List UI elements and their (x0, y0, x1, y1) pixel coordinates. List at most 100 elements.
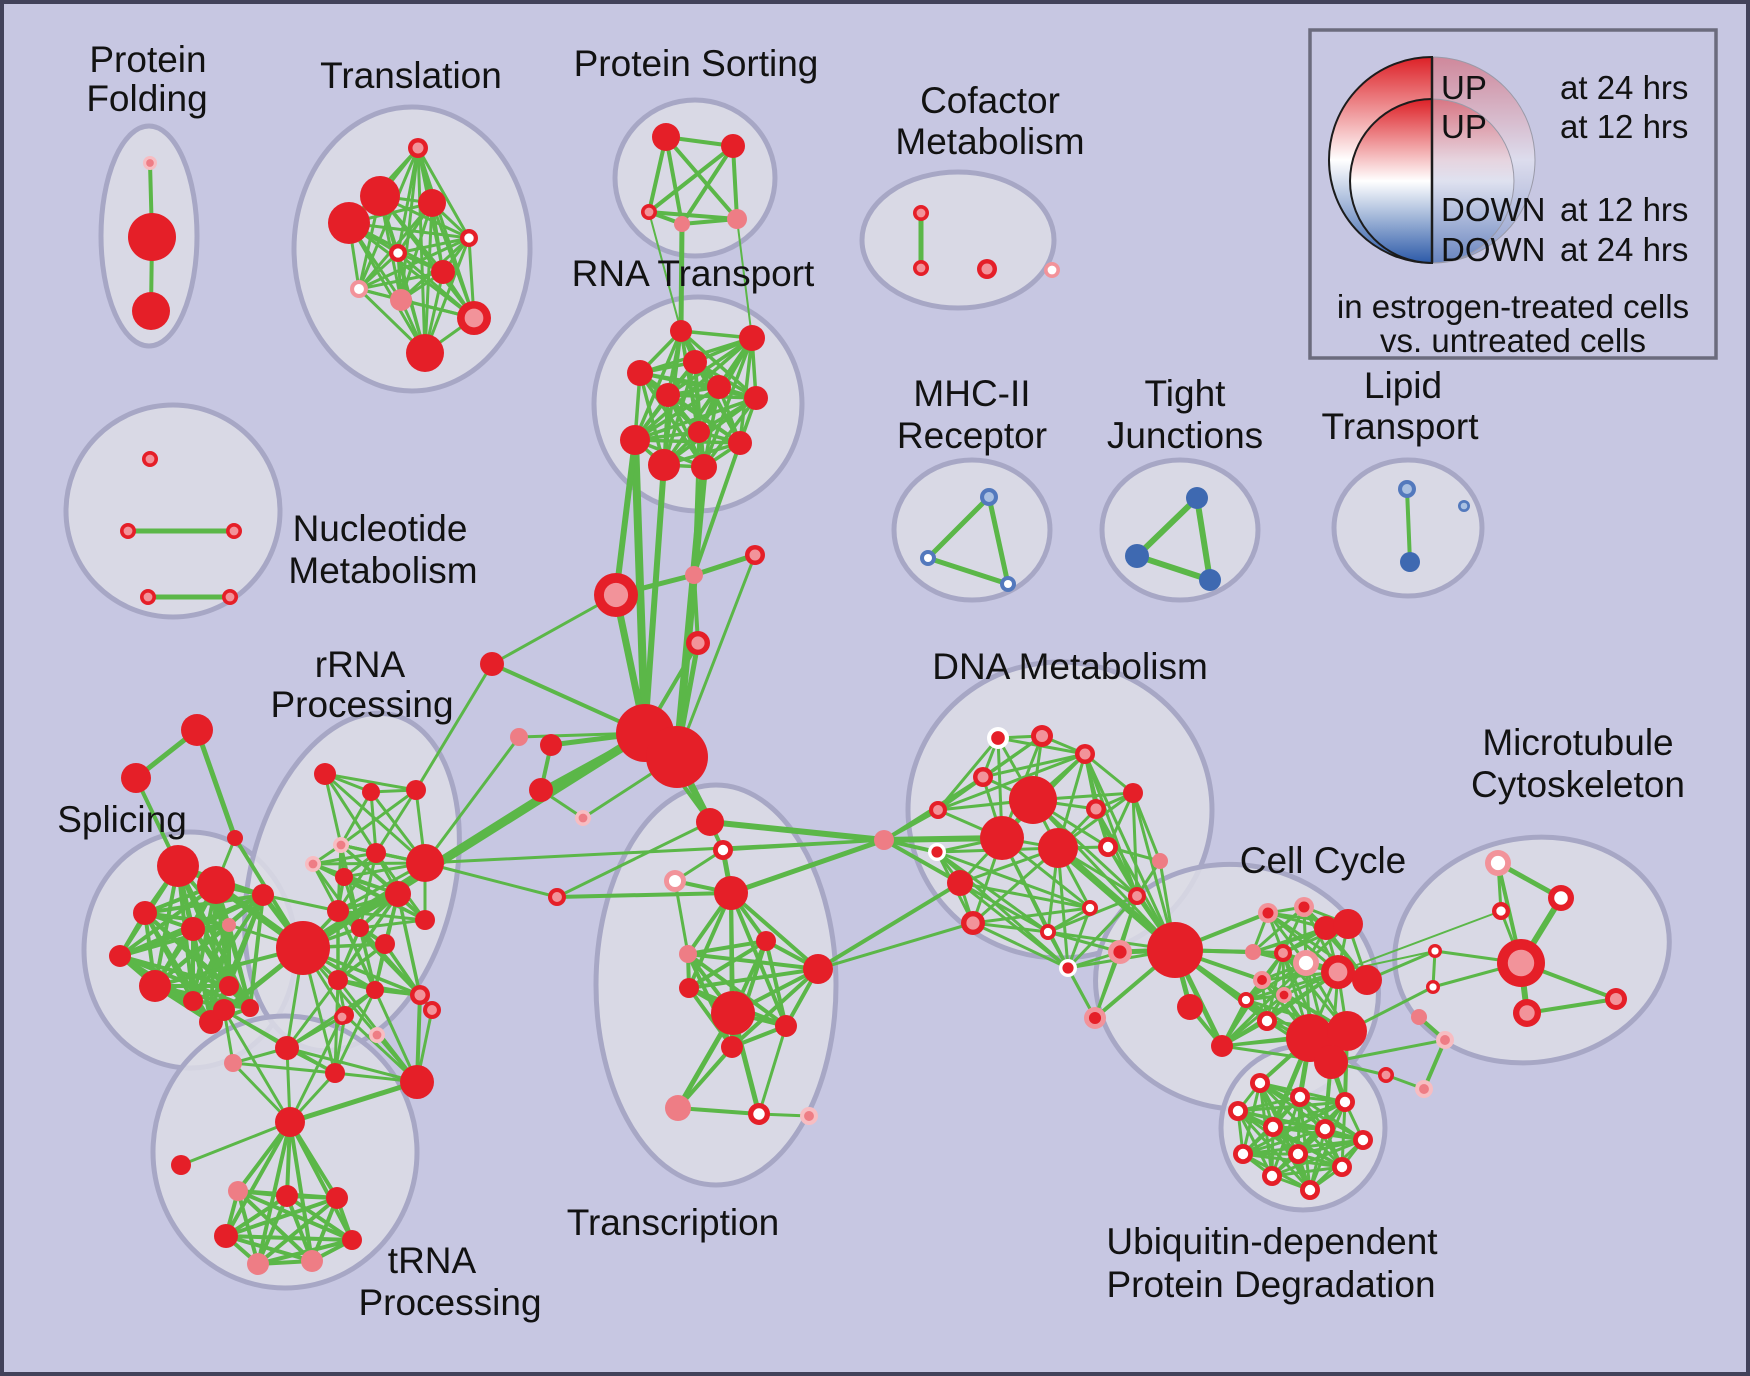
node-th5[interactable] (342, 1230, 362, 1250)
node-ub3[interactable] (1335, 1092, 1355, 1112)
node-tc5[interactable] (548, 888, 566, 906)
node-rt2[interactable] (739, 325, 765, 351)
node-ub2[interactable] (1290, 1087, 1310, 1107)
node-rt10[interactable] (728, 431, 752, 455)
node-dm3[interactable] (1075, 744, 1095, 764)
node-rrD[interactable] (275, 1036, 299, 1060)
node-ps4[interactable] (674, 216, 690, 232)
node-cf1[interactable] (913, 205, 929, 221)
node-tc10[interactable] (711, 991, 755, 1035)
node-BR2[interactable] (1147, 922, 1203, 978)
node-rr16[interactable] (410, 985, 430, 1005)
node-ub9[interactable] (1288, 1144, 1308, 1164)
node-cc16[interactable] (1211, 1035, 1233, 1057)
node-tr8[interactable] (350, 280, 368, 298)
node-cc10[interactable] (1276, 987, 1292, 1003)
node-cf2[interactable] (913, 260, 929, 276)
node-dm18[interactable] (1108, 940, 1132, 964)
node-tr3[interactable] (418, 189, 446, 217)
node-rt12[interactable] (691, 454, 717, 480)
node-cc15[interactable] (1352, 965, 1382, 995)
node-rr15[interactable] (366, 981, 384, 999)
node-tc14[interactable] (748, 1103, 770, 1125)
node-cc3[interactable] (1314, 916, 1338, 940)
node-nu5[interactable] (222, 589, 238, 605)
node-rr14[interactable] (328, 970, 348, 990)
node-tg2[interactable] (121, 763, 151, 793)
node-pf1[interactable] (143, 156, 157, 170)
node-mt5[interactable] (1513, 999, 1541, 1027)
node-th7[interactable] (301, 1250, 323, 1272)
node-tr5[interactable] (460, 229, 478, 247)
node-dm22[interactable] (1040, 924, 1056, 940)
node-rr4[interactable] (333, 837, 349, 853)
node-rr2[interactable] (362, 783, 380, 801)
node-HUB3[interactable] (646, 726, 708, 788)
node-dm4[interactable] (973, 767, 993, 787)
node-rr9[interactable] (385, 881, 411, 907)
node-rr3[interactable] (406, 780, 426, 800)
node-cc8[interactable] (1321, 955, 1355, 989)
node-rt9[interactable] (688, 421, 710, 443)
node-cn6[interactable] (575, 810, 591, 826)
node-dm15[interactable] (1152, 853, 1168, 869)
node-th1[interactable] (228, 1181, 248, 1201)
node-rt1[interactable] (670, 320, 692, 342)
node-mh3[interactable] (1000, 576, 1016, 592)
node-mt7[interactable] (1428, 944, 1442, 958)
node-rrG[interactable] (325, 1063, 345, 1083)
node-cc6[interactable] (1274, 944, 1292, 962)
node-dm13[interactable] (1123, 783, 1143, 803)
node-nu3[interactable] (226, 523, 242, 539)
node-tr1[interactable] (408, 138, 428, 158)
node-sp3[interactable] (133, 901, 157, 925)
node-mt6[interactable] (1605, 988, 1627, 1010)
node-tc2[interactable] (713, 840, 733, 860)
node-mt4[interactable] (1497, 939, 1545, 987)
node-mt2[interactable] (1548, 885, 1574, 911)
node-tj1[interactable] (1186, 487, 1208, 509)
node-tj2[interactable] (1125, 544, 1149, 568)
node-ub8[interactable] (1233, 1144, 1253, 1164)
node-rr10[interactable] (327, 900, 349, 922)
node-cf3[interactable] (977, 259, 997, 279)
node-ub10[interactable] (1332, 1157, 1352, 1177)
node-lp3[interactable] (1458, 500, 1470, 512)
node-tr10[interactable] (457, 301, 491, 335)
node-ps1[interactable] (652, 123, 680, 151)
node-tc6[interactable] (679, 945, 697, 963)
node-dm17[interactable] (1082, 900, 1098, 916)
node-cc11[interactable] (1238, 992, 1254, 1008)
node-ps2[interactable] (721, 134, 745, 158)
node-rt4[interactable] (683, 350, 707, 374)
node-rr7[interactable] (366, 843, 386, 863)
node-ub7[interactable] (1353, 1130, 1373, 1150)
node-rr12[interactable] (375, 934, 395, 954)
node-sp8[interactable] (139, 970, 171, 1002)
node-nx1[interactable] (480, 652, 504, 676)
node-rrF[interactable] (369, 1027, 385, 1043)
node-sp9[interactable] (183, 991, 203, 1011)
node-mt8[interactable] (1426, 980, 1440, 994)
node-rr5[interactable] (305, 856, 321, 872)
node-mt9[interactable] (1411, 1009, 1427, 1025)
node-tnH[interactable] (275, 1107, 305, 1137)
node-cn5[interactable] (529, 778, 553, 802)
node-dm6[interactable] (1086, 799, 1106, 819)
node-tc3[interactable] (664, 870, 686, 892)
node-cc12[interactable] (1257, 1011, 1277, 1031)
node-nu2[interactable] (120, 523, 136, 539)
node-cc17[interactable] (1314, 1045, 1348, 1079)
node-tc15[interactable] (800, 1107, 818, 1125)
node-ub5[interactable] (1263, 1117, 1283, 1137)
node-nu4[interactable] (140, 589, 156, 605)
node-dm23[interactable] (1177, 994, 1203, 1020)
node-tc9[interactable] (679, 978, 699, 998)
node-sp1[interactable] (157, 845, 199, 887)
node-ub12[interactable] (1300, 1180, 1320, 1200)
node-rrC[interactable] (224, 1054, 242, 1072)
node-th4[interactable] (214, 1224, 238, 1248)
node-br1[interactable] (874, 830, 894, 850)
node-rrH[interactable] (400, 1065, 434, 1099)
node-dm8[interactable] (1009, 776, 1057, 824)
